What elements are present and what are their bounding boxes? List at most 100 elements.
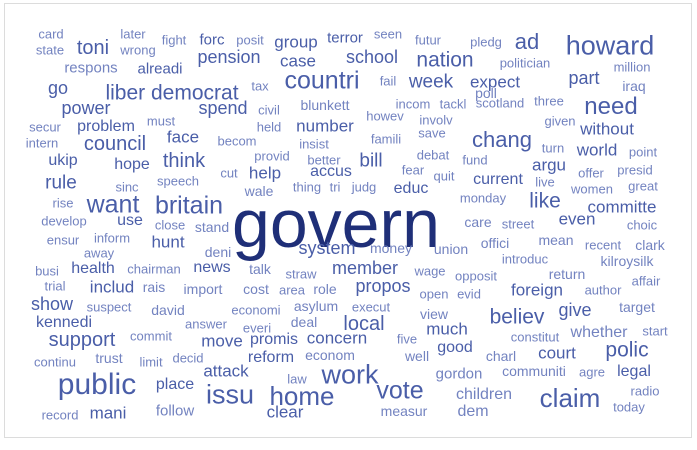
word-chang: chang [472, 127, 532, 152]
word-must: must [146, 113, 176, 129]
word-tax: tax [251, 78, 269, 94]
word-britain: britain [154, 191, 224, 220]
word-issu: issu [205, 379, 255, 410]
word-dem: dem [457, 403, 489, 420]
word-author: author [584, 282, 622, 298]
word-face: face [166, 127, 200, 147]
word-presid: presid [617, 162, 653, 178]
word-away: away [83, 245, 115, 261]
word-import: import [183, 281, 223, 297]
word-tackl: tackl [439, 96, 467, 112]
word-vote: vote [376, 376, 424, 405]
word-believ: believ [489, 305, 545, 329]
word-point: point [628, 144, 658, 160]
word-insist: insist [299, 136, 329, 152]
word-care: care [464, 214, 492, 230]
word-state: state [35, 42, 65, 58]
word-week: week [408, 71, 454, 93]
word-propos: propos [355, 276, 411, 296]
word-develop: develop [41, 213, 87, 229]
word-blunkett: blunkett [300, 97, 350, 113]
word-role: role [313, 281, 337, 297]
word-close: close [154, 217, 186, 233]
word-incom: incom [395, 96, 431, 112]
word-rais: rais [142, 279, 166, 295]
word-concern: concern [306, 328, 368, 348]
word-recent: recent [584, 237, 622, 253]
word-communiti: communiti [502, 363, 566, 379]
word-involv: involv [419, 112, 453, 128]
word-chairman: chairman [127, 261, 181, 277]
word-intern: intern [25, 135, 59, 151]
word-cloud-frame [4, 3, 692, 438]
word-secur: secur [29, 119, 61, 135]
word-wage: wage [414, 263, 446, 279]
word-foreign: foreign [511, 280, 563, 300]
word-rise: rise [52, 195, 74, 211]
word-fear: fear [401, 162, 425, 178]
word-agre: agre [578, 364, 606, 380]
word-view: view [419, 306, 449, 322]
word-mean: mean [538, 232, 574, 248]
word-toni: toni [76, 37, 110, 59]
word-nation: nation [416, 48, 474, 72]
word-women: women [571, 181, 613, 197]
word-deni: deni [204, 244, 232, 260]
word-busi: busi [35, 263, 59, 279]
word-answer: answer [185, 316, 227, 332]
word-alreadi: alreadi [137, 60, 183, 78]
word-street: street [501, 216, 535, 232]
word-wrong: wrong [120, 42, 156, 58]
word-whether: whether [570, 324, 628, 341]
word-court: court [538, 343, 576, 363]
word-iraq: iraq [622, 78, 646, 94]
word-inform: inform [93, 230, 131, 246]
word-current: current [473, 171, 523, 188]
word-today: today [613, 399, 645, 415]
word-fight: fight [161, 32, 187, 48]
word-deal: deal [290, 314, 318, 330]
word-return: return [548, 266, 586, 282]
word-continu: continu [34, 354, 76, 370]
word-cost: cost [243, 281, 269, 297]
word-great: great [628, 178, 658, 194]
word-good: good [437, 339, 473, 356]
word-sinc: sinc [115, 179, 139, 195]
word-power: power [61, 98, 111, 118]
word-civil: civil [258, 102, 280, 118]
word-countri: countri [284, 66, 360, 95]
word-decid: decid [172, 350, 204, 366]
word-clear: clear [266, 402, 304, 422]
word-turn: turn [541, 140, 565, 156]
word-thing: thing [292, 179, 322, 195]
word-offer: offer [578, 165, 604, 181]
word-fund: fund [462, 152, 488, 168]
word-monday: monday [459, 190, 507, 206]
word-pension: pension [197, 47, 261, 67]
word-introduc: introduc [501, 251, 549, 267]
word-home: home [269, 381, 335, 411]
word-choic: choic [626, 217, 658, 233]
word-public: public [57, 368, 137, 401]
word-cut: cut [220, 165, 238, 181]
word-card: card [38, 26, 64, 42]
word-quit: quit [433, 168, 455, 184]
word-limit: limit [139, 354, 163, 370]
word-opposit: opposit [455, 268, 497, 284]
word-system: system [298, 238, 356, 258]
word-becom: becom [217, 133, 257, 149]
word-number: number [296, 116, 354, 136]
word-asylum: asylum [293, 298, 339, 314]
word-work: work [321, 359, 379, 390]
word-union: union [433, 241, 469, 257]
word-scotland: scotland [475, 95, 525, 111]
word-member: member [331, 258, 399, 278]
word-like: like [529, 189, 561, 213]
word-claim: claim [539, 383, 601, 413]
word-tri: tri [329, 179, 341, 195]
word-need: need [584, 93, 638, 120]
word-posit: posit [236, 32, 264, 48]
word-open: open [419, 286, 449, 302]
word-liber-democrat: liber democrat [105, 81, 239, 105]
